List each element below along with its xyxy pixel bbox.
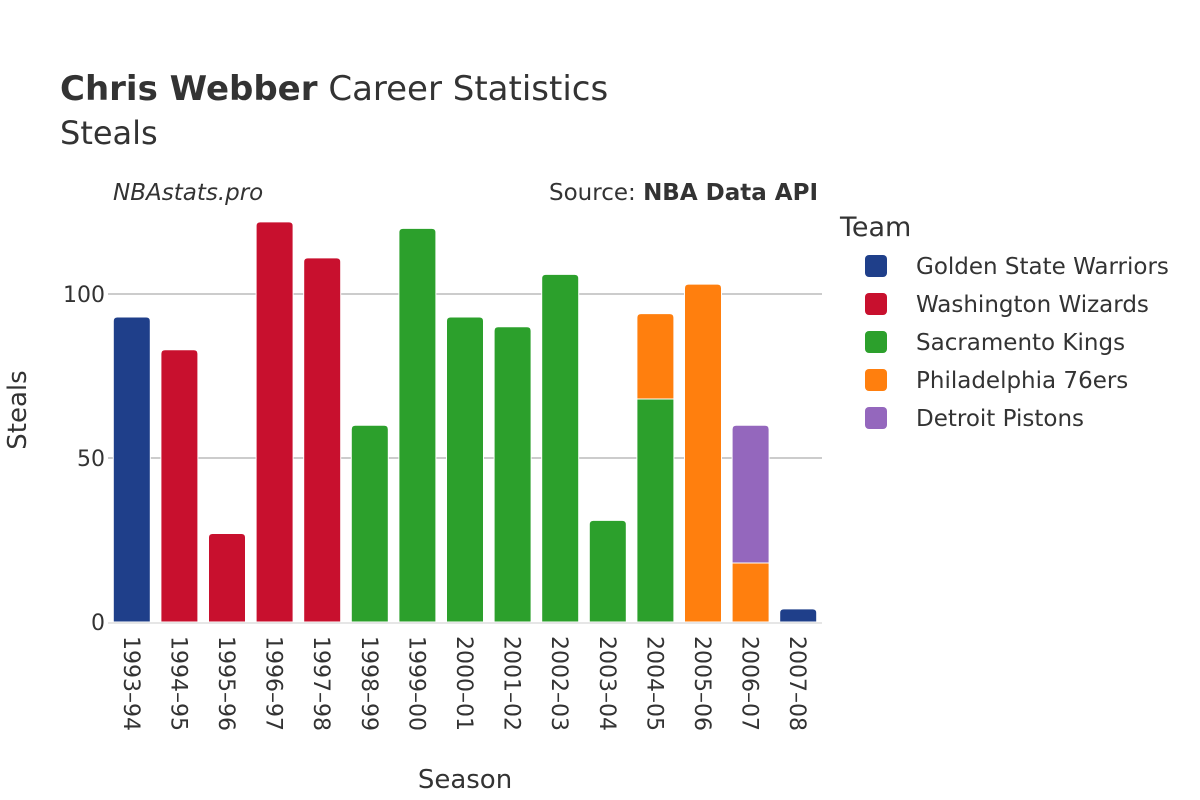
y-axis-label: Steals bbox=[3, 370, 33, 449]
bar-washington-wizards-1997–98[interactable] bbox=[303, 257, 342, 623]
x-tick-label: 2000–01 bbox=[451, 636, 476, 731]
x-tick-label: 2006–07 bbox=[737, 636, 762, 731]
bars bbox=[112, 221, 818, 623]
bar-philadelphia-76ers-2004–05[interactable] bbox=[636, 313, 675, 400]
bar-philadelphia-76ers-2006–07[interactable] bbox=[731, 562, 770, 623]
legend-item-philadelphia-76ers[interactable]: Philadelphia 76ers bbox=[865, 368, 1128, 394]
x-tick-label: 2001–02 bbox=[499, 636, 524, 731]
x-tick-label: 2005–06 bbox=[689, 636, 714, 731]
bar-washington-wizards-1996–97[interactable] bbox=[255, 221, 294, 623]
legend-title: Team bbox=[839, 212, 911, 243]
x-tick-label: 1999–00 bbox=[403, 636, 428, 731]
bar-sacramento-kings-2000–01[interactable] bbox=[446, 316, 484, 623]
legend-label: Philadelphia 76ers bbox=[916, 368, 1128, 394]
legend-swatch bbox=[865, 331, 887, 353]
bar-golden-state-warriors-2007–08[interactable] bbox=[779, 608, 818, 623]
x-tick-label: 1997–98 bbox=[308, 636, 333, 731]
legend-item-detroit-pistons[interactable]: Detroit Pistons bbox=[865, 406, 1084, 432]
bar-philadelphia-76ers-2005–06[interactable] bbox=[684, 283, 722, 623]
legend-label: Sacramento Kings bbox=[916, 330, 1125, 356]
x-tick-label: 1993–94 bbox=[118, 636, 143, 731]
x-tick-label: 2002–03 bbox=[546, 636, 571, 731]
x-tick-label: 2003–04 bbox=[594, 636, 619, 731]
y-tick-label: 50 bbox=[77, 447, 105, 472]
bar-detroit-pistons-2006–07[interactable] bbox=[731, 424, 770, 564]
legend-swatch bbox=[865, 293, 887, 315]
chart-title-rest: Career Statistics bbox=[318, 69, 609, 109]
bar-sacramento-kings-2002–03[interactable] bbox=[541, 273, 580, 623]
chart-title-player: Chris Webber bbox=[60, 69, 318, 109]
axes: 0 50 100 1993–94 1994–95 1995–96 1996–97 1997–9… bbox=[63, 283, 822, 731]
bar-washington-wizards-1994–95[interactable] bbox=[160, 349, 199, 623]
source-name: NBA Data API bbox=[643, 180, 818, 206]
legend-item-golden-state-warriors[interactable]: Golden State Warriors bbox=[865, 254, 1169, 280]
x-tick-label: 2004–05 bbox=[641, 636, 666, 731]
x-tick-label: 1995–96 bbox=[213, 636, 238, 731]
bar-golden-state-warriors-1993–94[interactable] bbox=[112, 316, 151, 623]
source-credit: Source: NBA Data API bbox=[549, 180, 818, 206]
legend-label: Detroit Pistons bbox=[916, 406, 1084, 432]
x-tick-label: 1994–95 bbox=[165, 636, 190, 731]
chart-title: Chris Webber Career Statistics bbox=[60, 69, 608, 109]
y-tick-label: 100 bbox=[63, 283, 105, 308]
legend: Golden State Warriors Washington Wizards S… bbox=[865, 254, 1169, 432]
source-label: Source: bbox=[549, 180, 643, 206]
legend-label: Golden State Warriors bbox=[916, 254, 1169, 280]
watermark: NBAstats.pro bbox=[113, 180, 263, 206]
x-tick-label: 2007–08 bbox=[784, 636, 809, 731]
legend-item-sacramento-kings[interactable]: Sacramento Kings bbox=[865, 330, 1125, 356]
chart-subtitle: Steals bbox=[60, 114, 158, 152]
legend-label: Washington Wizards bbox=[916, 292, 1149, 318]
bar-washington-wizards-1995–96[interactable] bbox=[208, 532, 246, 623]
bar-sacramento-kings-1999–00[interactable] bbox=[398, 227, 437, 623]
legend-item-washington-wizards[interactable]: Washington Wizards bbox=[865, 292, 1149, 318]
legend-swatch bbox=[865, 369, 887, 391]
bar-sacramento-kings-2004–05[interactable] bbox=[636, 398, 675, 623]
x-axis-label: Season bbox=[418, 765, 512, 795]
bar-sacramento-kings-1998–99[interactable] bbox=[350, 424, 389, 623]
x-tick-label: 1998–99 bbox=[356, 636, 381, 731]
x-tick-label: 1996–97 bbox=[261, 636, 286, 731]
legend-swatch bbox=[865, 407, 887, 429]
y-tick-label: 0 bbox=[91, 611, 105, 636]
legend-swatch bbox=[865, 255, 887, 277]
bar-sacramento-kings-2001–02[interactable] bbox=[493, 326, 532, 623]
bar-sacramento-kings-2003–04[interactable] bbox=[588, 519, 627, 623]
